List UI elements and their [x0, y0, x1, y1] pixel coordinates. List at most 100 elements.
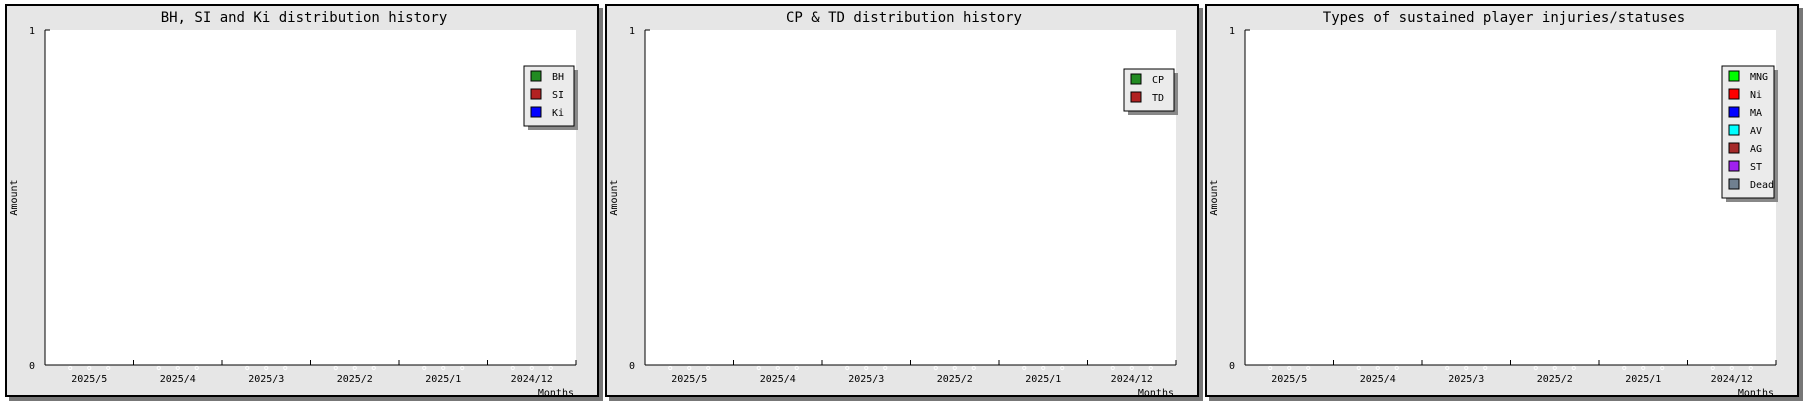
legend-swatch-mng: [1728, 70, 1740, 82]
chart-panel-cp-td: CP & TD distribution history 0 1 Amount 2025…: [605, 4, 1199, 399]
legend-label-ni: Ni: [1750, 90, 1762, 101]
x-tick-label: 2025/3: [1448, 374, 1484, 385]
data-point-marker: [371, 365, 376, 371]
data-point-marker: [548, 365, 553, 371]
chart-svg: Types of sustained player injuries/statu…: [1209, 10, 1778, 399]
x-tick-label: 2025/2: [937, 374, 973, 385]
chart-panel-injuries: Types of sustained player injuries/statu…: [1205, 4, 1799, 399]
data-point-marker: [1060, 365, 1065, 371]
data-point-marker: [1660, 365, 1665, 371]
x-tick-label: 2025/5: [71, 374, 107, 385]
data-point-marker: [1622, 365, 1627, 371]
legend-swatch-cp: [1130, 73, 1142, 85]
x-tick-label: 2025/3: [248, 374, 284, 385]
data-point-marker: [1571, 365, 1576, 371]
legend-label-av: AV: [1750, 126, 1762, 137]
y-axis-label: Amount: [609, 179, 620, 215]
data-point-marker: [1287, 365, 1292, 371]
data-point-marker: [1729, 365, 1734, 371]
data-point-marker: [175, 365, 180, 371]
data-point-marker: [864, 365, 869, 371]
data-point-marker: [87, 365, 92, 371]
data-point-marker: [775, 365, 780, 371]
x-axis-label: Months: [1138, 388, 1174, 399]
y-tick-label: 1: [29, 26, 35, 37]
data-point-marker: [106, 365, 111, 371]
data-point-marker: [1464, 365, 1469, 371]
data-point-marker: [1394, 365, 1399, 371]
data-point-marker: [245, 365, 250, 371]
data-point-marker: [264, 365, 269, 371]
data-point-marker: [1110, 365, 1115, 371]
data-point-marker: [1268, 365, 1273, 371]
x-tick-label: 2025/2: [1537, 374, 1573, 385]
data-point-marker: [68, 365, 73, 371]
x-axis-label: Months: [538, 388, 574, 399]
legend-label-ag: AG: [1750, 144, 1762, 155]
data-point-marker: [706, 365, 711, 371]
data-point-marker: [1306, 365, 1311, 371]
x-tick-label: 2025/1: [1625, 374, 1661, 385]
legend-label-cp: CP: [1152, 75, 1164, 86]
data-point-marker: [1445, 365, 1450, 371]
chart-panel-bh-si-ki: BH, SI and Ki distribution history 0 1 Amou…: [5, 4, 599, 399]
chart-title: CP & TD distribution history: [786, 10, 1022, 26]
y-tick-label: 0: [29, 361, 35, 372]
y-axis-label: Amount: [9, 179, 20, 215]
data-point-marker: [845, 365, 850, 371]
y-tick-label: 1: [1229, 26, 1235, 37]
legend-label-bh: BH: [552, 72, 564, 83]
legend-swatch-st: [1728, 160, 1740, 172]
data-point-marker: [952, 365, 957, 371]
legend-label-mng: MNG: [1750, 72, 1768, 83]
data-point-marker: [1356, 365, 1361, 371]
y-tick-label: 0: [1229, 361, 1235, 372]
data-point-marker: [1641, 365, 1646, 371]
legend-label-td: TD: [1152, 93, 1164, 104]
legend-swatch-av: [1728, 124, 1740, 136]
legend-swatch-td: [1130, 91, 1142, 103]
data-point-marker: [422, 365, 427, 371]
data-point-marker: [333, 365, 338, 371]
x-tick-label: 2025/4: [160, 374, 196, 385]
x-tick-label: 2025/5: [1271, 374, 1307, 385]
chart-svg: BH, SI and Ki distribution history 0 1 Amou…: [9, 10, 578, 399]
plot-area: [645, 30, 1176, 365]
data-point-marker: [1552, 365, 1557, 371]
data-point-marker: [971, 365, 976, 371]
legend-swatch-ma: [1728, 106, 1740, 118]
legend-swatch-bh: [530, 70, 542, 82]
data-point-marker: [1748, 365, 1753, 371]
data-point-marker: [460, 365, 465, 371]
data-point-marker: [1375, 365, 1380, 371]
legend-swatch-ni: [1728, 88, 1740, 100]
data-point-marker: [1129, 365, 1134, 371]
data-point-marker: [1041, 365, 1046, 371]
x-tick-label: 2025/1: [1025, 374, 1061, 385]
legend-label-si: SI: [552, 90, 564, 101]
data-point-marker: [1710, 365, 1715, 371]
data-point-marker: [352, 365, 357, 371]
x-tick-label: 2025/2: [337, 374, 373, 385]
data-point-marker: [194, 365, 199, 371]
data-point-marker: [1022, 365, 1027, 371]
chart-svg: CP & TD distribution history 0 1 Amount 2025…: [609, 10, 1178, 399]
x-tick-label: 2025/1: [425, 374, 461, 385]
data-point-marker: [283, 365, 288, 371]
y-tick-label: 1: [629, 26, 635, 37]
x-tick-label: 2025/5: [671, 374, 707, 385]
data-point-marker: [156, 365, 161, 371]
x-tick-label: 2025/4: [1360, 374, 1396, 385]
legend-swatch-dead: [1728, 178, 1740, 190]
plot-area: [1245, 30, 1776, 365]
data-point-marker: [687, 365, 692, 371]
data-point-marker: [668, 365, 673, 371]
y-tick-label: 0: [629, 361, 635, 372]
x-tick-label: 2025/4: [760, 374, 796, 385]
x-tick-label: 2024/12: [511, 374, 553, 385]
data-point-marker: [794, 365, 799, 371]
data-point-marker: [1533, 365, 1538, 371]
y-axis-label: Amount: [1209, 179, 1220, 215]
legend-label-ma: MA: [1750, 108, 1762, 119]
chart-title: BH, SI and Ki distribution history: [161, 10, 448, 26]
